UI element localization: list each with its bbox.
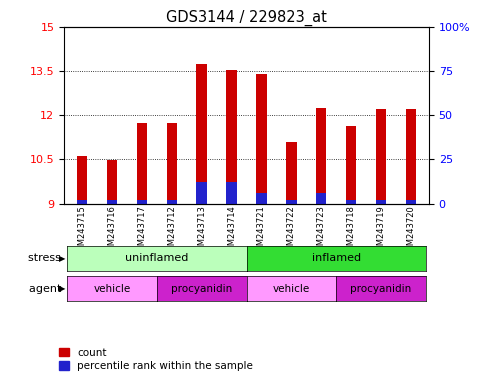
Bar: [226, 182, 237, 204]
Text: GDS3144 / 229823_at: GDS3144 / 229823_at: [166, 10, 327, 26]
Bar: [106, 160, 117, 204]
Legend: count, percentile rank within the sample: count, percentile rank within the sample: [55, 344, 257, 375]
Text: uninflamed: uninflamed: [125, 253, 188, 263]
Text: ▶: ▶: [59, 285, 65, 293]
Bar: [137, 200, 147, 204]
Bar: [167, 122, 177, 204]
Bar: [256, 74, 267, 204]
Text: inflamed: inflamed: [312, 253, 361, 263]
Text: procyanidin: procyanidin: [351, 284, 412, 294]
Bar: [376, 109, 387, 204]
Bar: [406, 200, 416, 204]
Bar: [196, 182, 207, 204]
Bar: [256, 193, 267, 204]
Bar: [77, 200, 87, 204]
Bar: [406, 109, 416, 204]
Bar: [196, 64, 207, 204]
Text: procyanidin: procyanidin: [171, 284, 232, 294]
Bar: [286, 200, 297, 204]
Text: agent: agent: [29, 284, 65, 294]
Text: vehicle: vehicle: [93, 284, 131, 294]
Bar: [316, 108, 326, 204]
Text: ▶: ▶: [59, 254, 65, 263]
Bar: [286, 142, 297, 204]
Bar: [346, 200, 356, 204]
Bar: [106, 200, 117, 204]
Bar: [346, 126, 356, 204]
Text: stress: stress: [28, 253, 65, 263]
Bar: [316, 193, 326, 204]
Bar: [167, 200, 177, 204]
Bar: [226, 70, 237, 204]
Bar: [137, 122, 147, 204]
Text: vehicle: vehicle: [273, 284, 310, 294]
Bar: [376, 200, 387, 204]
Bar: [77, 156, 87, 204]
